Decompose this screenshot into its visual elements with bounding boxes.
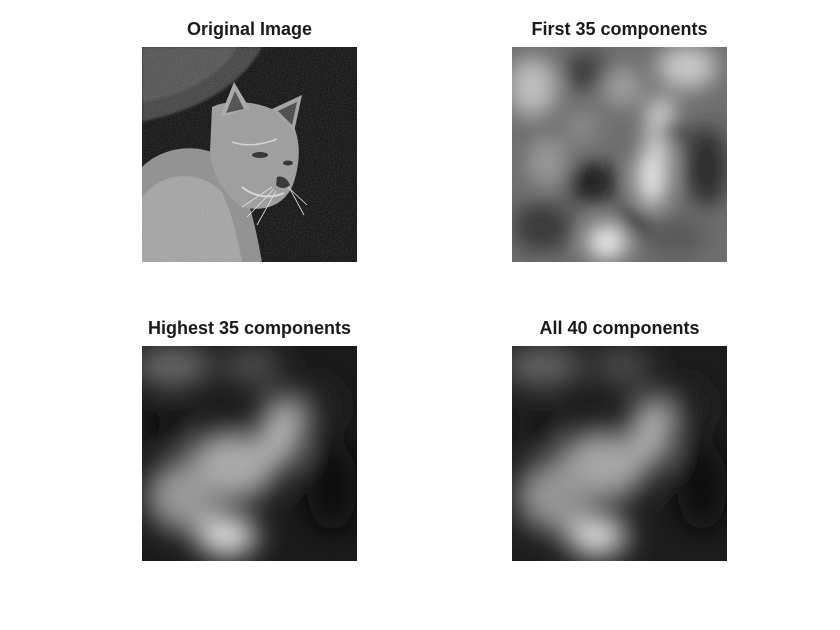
- reconstruction-all-40-image: [512, 346, 727, 561]
- panel-title: Original Image: [186, 19, 313, 39]
- smooth-image: [142, 346, 357, 561]
- bobcat-image: [142, 47, 357, 262]
- panel-first-35: First 35 components: [512, 19, 727, 262]
- panel-title: Highest 35 components: [147, 318, 352, 338]
- panel-title: All 40 components: [539, 318, 700, 338]
- panel-all-40: All 40 components: [512, 318, 727, 561]
- smooth-image: [512, 346, 727, 561]
- blurred-image: [512, 47, 727, 262]
- reconstruction-first-35-image: [512, 47, 727, 262]
- panel-original: Original Image: [142, 19, 357, 262]
- reconstruction-highest-35-image: [142, 346, 357, 561]
- original-image: [142, 47, 357, 262]
- panel-title: First 35 components: [531, 19, 708, 39]
- panel-highest-35: Highest 35 components: [142, 318, 357, 561]
